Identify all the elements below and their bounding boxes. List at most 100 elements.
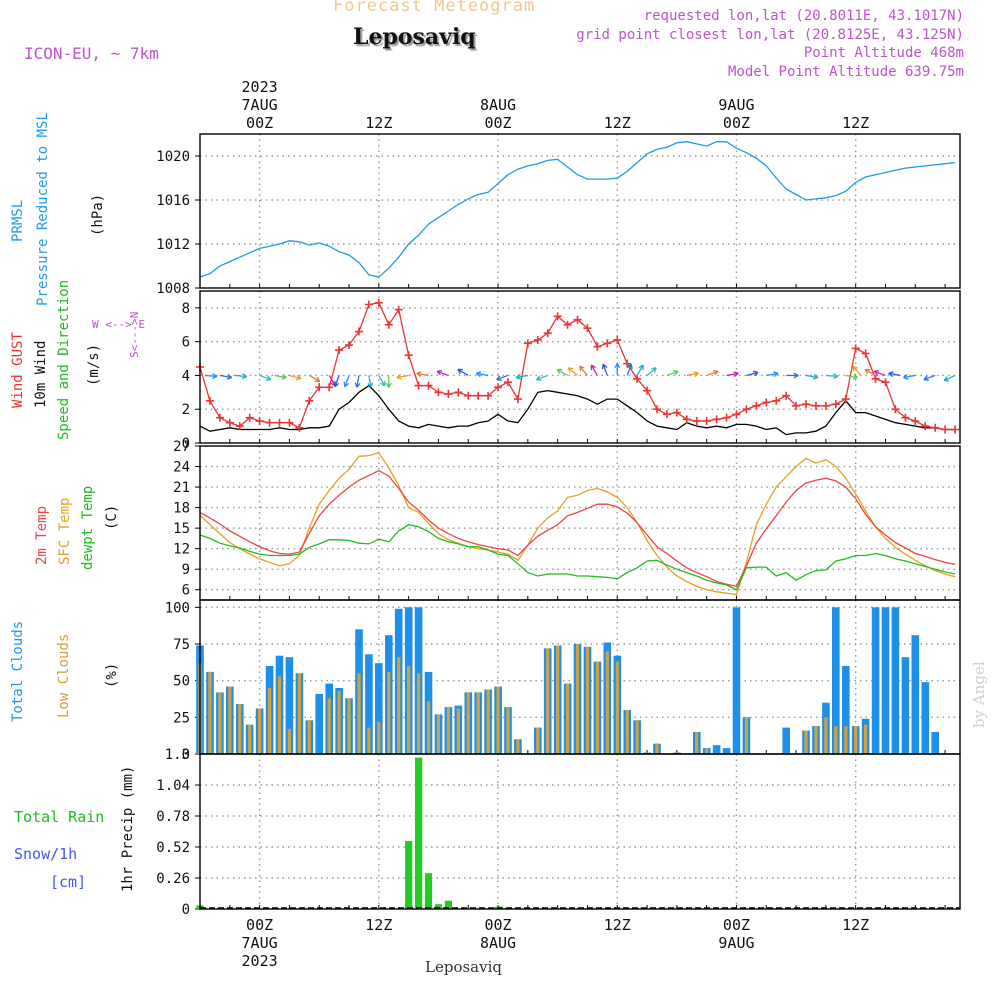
low-cloud-bar — [556, 645, 560, 754]
precip-ytick-label: 0.52 — [156, 840, 190, 856]
wind-gust-marker — [772, 396, 781, 405]
temp-series-dewpt-temp — [199, 524, 956, 591]
total-cloud-bar — [732, 607, 741, 754]
wind-direction-arrowhead — [265, 375, 272, 381]
wind-gust-marker — [205, 396, 214, 405]
wind-gust-marker — [265, 418, 274, 427]
snow-unit-label: [cm] — [50, 873, 87, 891]
wind-direction-arrow — [923, 374, 936, 381]
wind-direction-arrow — [567, 367, 578, 376]
wind-direction-arrow — [626, 363, 632, 376]
wind-gust-marker — [325, 383, 334, 392]
wind-gust-marker — [345, 341, 354, 350]
wind-gust-marker — [275, 418, 284, 427]
compass-we: W <--> E — [92, 318, 145, 331]
low-cloud-bar — [864, 724, 868, 754]
wind-gust-marker — [861, 349, 870, 358]
wind-gust-marker — [404, 351, 413, 360]
total-rain-label: Total Rain — [14, 808, 105, 826]
wind-direction-arrow — [204, 374, 217, 378]
wind-gust-marker — [335, 346, 344, 355]
wind-gust-marker — [384, 320, 393, 329]
product-title: Forecast Meteogram — [333, 0, 536, 16]
wind-direction-arrowhead — [475, 371, 482, 377]
temp-ytick-label: 24 — [173, 460, 190, 476]
wind-gust-marker — [255, 417, 264, 426]
top-axis-date: 7AUG — [242, 96, 278, 114]
low-cloud-bar — [496, 686, 500, 754]
wind-direction-arrowhead — [436, 369, 443, 376]
wind-direction-arrow — [556, 368, 568, 377]
wind-direction-arrowhead — [923, 375, 929, 381]
top-axis-date: 8AUG — [480, 96, 516, 114]
wind-gust-marker — [643, 386, 652, 395]
wind-direction-arrow — [308, 374, 320, 383]
low-cloud-bar — [615, 661, 619, 754]
low-cloud-bar — [575, 644, 580, 754]
rain-bar — [405, 841, 413, 909]
wind-series-10m-wind — [199, 384, 955, 436]
wind-gust-marker — [871, 374, 880, 383]
clouds-ytick-label: 0 — [182, 747, 190, 763]
low-cloud-bar — [297, 673, 301, 754]
temp-ytick-label: 15 — [173, 521, 190, 537]
bottom-axis-year: 2023 — [242, 952, 278, 970]
low-cloud-bar — [486, 689, 490, 754]
wind-gust-marker — [513, 395, 522, 404]
wind-gust-marker — [652, 405, 661, 414]
wind-direction-arrowhead — [773, 371, 779, 377]
wind-direction-arrow — [903, 374, 916, 379]
low-cloud-bar — [456, 708, 460, 754]
low-cloud-bar — [277, 676, 282, 754]
wind-gust-marker — [573, 315, 582, 324]
temp-frame — [199, 445, 961, 601]
wind-direction-arrowhead — [832, 373, 839, 380]
total-cloud-bar — [315, 693, 323, 754]
pressure-ytick-label: 1012 — [156, 237, 190, 253]
wind-gust-marker — [285, 418, 294, 427]
wind-gust-marker — [235, 422, 244, 431]
wind-direction-arrowhead — [396, 373, 402, 380]
bottom-axis-hour: 12Z — [604, 916, 631, 934]
wind-direction-arrow — [706, 370, 719, 377]
top-axis-hour: 00Z — [484, 114, 511, 132]
wind-direction-arrowhead — [354, 382, 361, 388]
low-cloud-bar — [695, 732, 699, 754]
grid-point-coords: grid point closest lon,lat (20.8125E, 43… — [576, 27, 964, 43]
wind-gust-marker — [474, 391, 483, 400]
low-cloud-bar — [327, 698, 331, 754]
wind-direction-arrowhead — [864, 368, 871, 375]
wind-direction-arrowhead — [693, 371, 700, 377]
temp-ytick-label: 6 — [182, 583, 190, 599]
low-cloud-bar — [844, 726, 848, 754]
wind-gust-marker — [712, 415, 721, 424]
wind-direction-arrow — [289, 374, 302, 380]
wind-gust-marker — [245, 413, 254, 422]
wind-gust-marker — [762, 398, 771, 407]
wind-direction-arrow — [646, 367, 657, 376]
wind-gust-marker — [464, 391, 473, 400]
clouds-ytick-label: 75 — [173, 637, 190, 653]
wind-panel — [195, 291, 960, 444]
wind-direction-arrowhead — [601, 363, 608, 370]
wind-frame — [199, 290, 961, 444]
low-cloud-bar — [566, 683, 570, 754]
low-cloud-bar — [516, 739, 520, 754]
wind-direction-arrowhead — [535, 375, 542, 381]
low-cloud-bar — [585, 646, 590, 754]
wind-gust-marker — [633, 374, 642, 383]
wind-direction-arrowhead — [943, 376, 950, 382]
wind-direction-arrow — [943, 374, 956, 382]
wind-gust-marker — [851, 344, 860, 353]
wind-direction-arrow — [368, 375, 372, 388]
low-cloud-bar — [208, 671, 212, 754]
wind-direction-arrow — [845, 374, 858, 379]
wind-ytick-label: 6 — [182, 335, 190, 351]
wind-gust-marker — [623, 359, 632, 368]
total-cloud-bar — [931, 732, 939, 754]
wind-direction-arrowhead — [295, 374, 302, 381]
wind-gust-marker — [941, 425, 950, 434]
total-cloud-bar — [782, 727, 790, 754]
wind-direction-arrowhead — [496, 375, 502, 381]
wind-direction-arrow — [274, 374, 287, 379]
